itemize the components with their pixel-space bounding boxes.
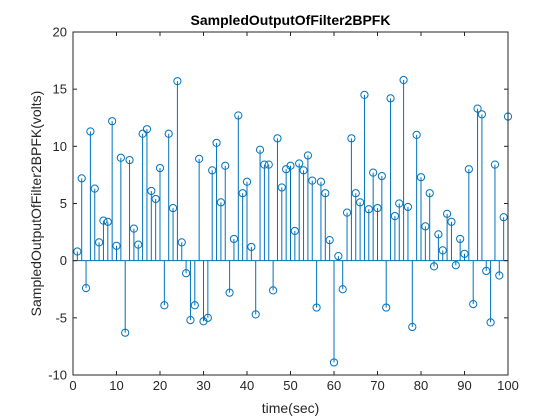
x-tick-label: 50 xyxy=(283,378,297,393)
y-tick-label: 10 xyxy=(53,139,67,154)
x-tick-label: 10 xyxy=(109,378,123,393)
x-tick-label: 40 xyxy=(240,378,254,393)
chart-title: SampledOutputOfFilter2BPFK xyxy=(191,12,391,28)
x-axis-label: time(sec) xyxy=(262,400,320,416)
y-tick-label: -10 xyxy=(48,368,67,383)
x-tick-label: 60 xyxy=(327,378,341,393)
x-tick-label: 20 xyxy=(153,378,167,393)
y-axis-label: SampledOutputOfFilter2BPFK(volts) xyxy=(28,91,44,317)
y-tick-label: 15 xyxy=(53,82,67,97)
y-tick-label: 0 xyxy=(60,253,67,268)
x-tick-label: 80 xyxy=(414,378,428,393)
y-tick-label: 5 xyxy=(60,196,67,211)
x-tick-label: 90 xyxy=(457,378,471,393)
x-tick-label: 70 xyxy=(370,378,384,393)
y-tick-label: 20 xyxy=(53,25,67,40)
x-tick-label: 100 xyxy=(497,378,519,393)
x-tick-label: 30 xyxy=(196,378,210,393)
y-tick-label: -5 xyxy=(55,310,67,325)
x-tick-label: 0 xyxy=(69,378,76,393)
